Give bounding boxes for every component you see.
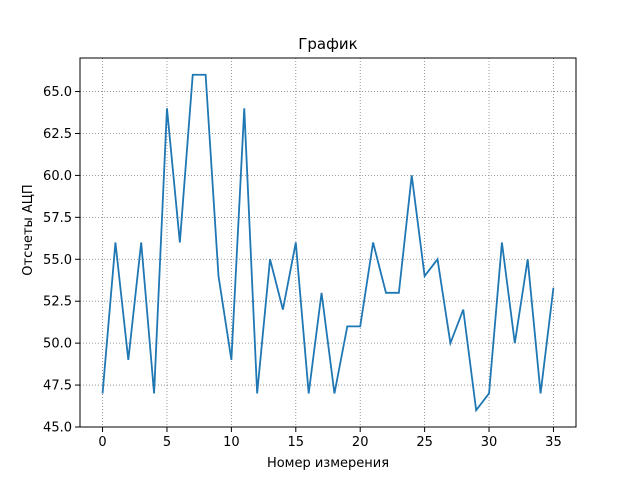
x-tick-label: 15 bbox=[288, 435, 305, 450]
x-tick-label: 35 bbox=[545, 435, 562, 450]
x-axis-label: Номер измерения bbox=[267, 456, 389, 471]
y-tick-label: 45.0 bbox=[43, 421, 72, 436]
plot-area-frame bbox=[79, 57, 577, 428]
x-tick-label: 30 bbox=[481, 435, 498, 450]
y-tick-label: 57.5 bbox=[43, 211, 72, 226]
x-tick-label: 0 bbox=[98, 435, 106, 450]
x-tick-label: 5 bbox=[163, 435, 171, 450]
y-tick-label: 55.0 bbox=[43, 253, 72, 268]
x-tick-label: 25 bbox=[416, 435, 433, 450]
y-tick-label: 47.5 bbox=[43, 379, 72, 394]
series-layer bbox=[101, 73, 555, 413]
y-tick-label: 60.0 bbox=[43, 169, 72, 184]
y-tick-label: 62.5 bbox=[43, 127, 72, 142]
x-tick-label: 20 bbox=[352, 435, 369, 450]
chart-title: График bbox=[298, 35, 358, 53]
y-tick-label: 65.0 bbox=[43, 85, 72, 100]
y-tick-label: 50.0 bbox=[43, 337, 72, 352]
x-tick-label: 10 bbox=[223, 435, 240, 450]
x-axis-ticks: 0 5 10 15 20 25 30 35 bbox=[98, 427, 562, 450]
y-tick-label: 52.5 bbox=[43, 295, 72, 310]
y-axis-ticks: 45.0 47.5 50.0 52.5 55.0 57.5 60.0 62.5 65.0 bbox=[43, 85, 80, 436]
series-line bbox=[101, 73, 555, 413]
y-axis-label: Отсчеты АЦП bbox=[21, 184, 36, 275]
